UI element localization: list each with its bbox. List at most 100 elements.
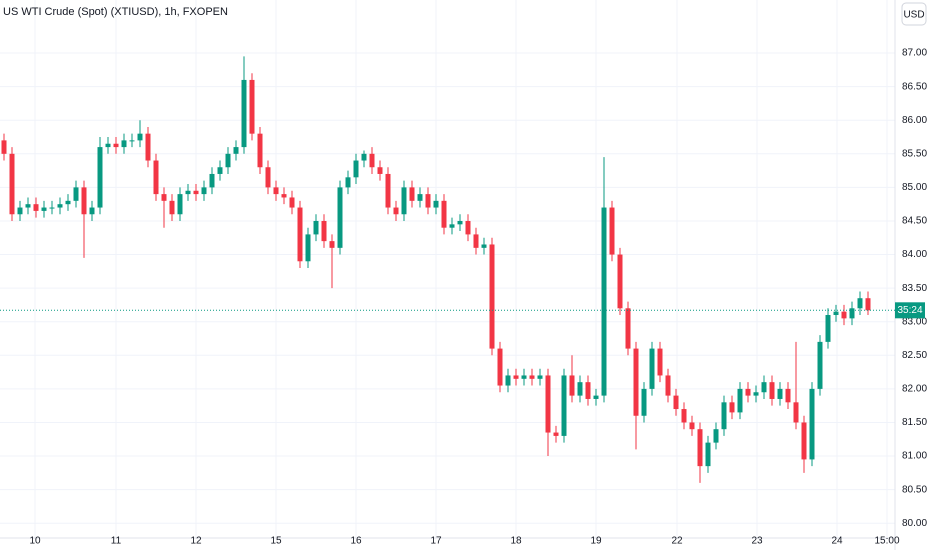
- candle-body: [265, 167, 271, 188]
- candle-body: [649, 348, 655, 389]
- candle-body: [729, 402, 735, 413]
- candle-body: [345, 177, 351, 188]
- candle-body: [801, 422, 807, 460]
- y-tick-label: 82.50: [902, 350, 927, 361]
- y-tick-label: 84.00: [902, 249, 927, 260]
- candle-body: [369, 153, 375, 168]
- candle-body: [617, 254, 623, 309]
- candle-body: [793, 402, 799, 423]
- candle-body: [521, 375, 527, 379]
- x-tick-label: 24: [831, 536, 843, 547]
- candle-body: [169, 200, 175, 215]
- candle-body: [393, 207, 399, 215]
- candle-body: [17, 207, 23, 215]
- candle-body: [865, 298, 871, 311]
- candle-body: [97, 147, 103, 208]
- candle-body: [665, 375, 671, 396]
- y-tick-label: 81.50: [902, 417, 927, 428]
- y-tick-label: 81.00: [902, 451, 927, 462]
- candle-body: [625, 308, 631, 349]
- candle-body: [9, 153, 15, 215]
- candle-body: [289, 197, 295, 208]
- candle-body: [561, 375, 567, 436]
- candle-body: [177, 194, 183, 215]
- candle-body: [193, 190, 199, 195]
- candle-body: [785, 388, 791, 403]
- candle-body: [601, 207, 607, 396]
- candle-body: [57, 204, 63, 208]
- candle-body: [129, 140, 135, 142]
- candle-body: [249, 79, 255, 134]
- candle-body: [777, 388, 783, 399]
- candle-body: [513, 375, 519, 379]
- candle-body: [1, 140, 7, 154]
- candle-body: [641, 388, 647, 416]
- candle-body: [409, 187, 415, 201]
- candle-body: [433, 200, 439, 208]
- candle-body: [329, 241, 335, 248]
- candle-body: [313, 220, 319, 235]
- y-tick-label: 80.00: [902, 518, 927, 529]
- candle-body: [257, 133, 263, 168]
- candle-body: [105, 143, 111, 148]
- x-tick-label: 23: [751, 536, 763, 547]
- y-tick-label: 83.50: [902, 283, 927, 294]
- candle-body: [441, 200, 447, 228]
- candle-body: [545, 375, 551, 433]
- candle-body: [833, 311, 839, 316]
- y-tick-label: 85.00: [902, 182, 927, 193]
- x-tick-label: 18: [510, 536, 522, 547]
- candle-body: [753, 392, 759, 396]
- y-tick-label: 86.00: [902, 115, 927, 126]
- candle-body: [745, 388, 751, 396]
- candle-body: [689, 422, 695, 430]
- candle-body: [361, 153, 367, 161]
- currency-button[interactable]: [901, 2, 927, 26]
- candle-body: [721, 402, 727, 430]
- candle-body: [377, 167, 383, 174]
- candle-body: [593, 395, 599, 399]
- candle-body: [585, 382, 591, 399]
- y-tick-label: 85.50: [902, 148, 927, 159]
- x-tick-label: 10: [29, 536, 41, 547]
- y-tick-label: 83.00: [902, 316, 927, 327]
- candle-body: [417, 194, 423, 201]
- candle-body: [113, 143, 119, 148]
- currency-label[interactable]: USD: [903, 10, 924, 21]
- x-tick-label: 15:00: [874, 536, 899, 547]
- candle-body: [849, 308, 855, 319]
- candle-body: [33, 204, 39, 211]
- candle-body: [841, 311, 847, 319]
- candle-body: [577, 382, 583, 396]
- candle-body: [73, 187, 79, 201]
- candle-body: [633, 348, 639, 416]
- candle-body: [153, 160, 159, 195]
- candle-body: [385, 173, 391, 208]
- candle-body: [817, 341, 823, 389]
- candle-body: [569, 375, 575, 396]
- candle-body: [769, 382, 775, 399]
- y-tick-label: 84.50: [902, 216, 927, 227]
- candle-body: [553, 432, 559, 436]
- candle-body: [121, 140, 127, 148]
- candle-body: [761, 382, 767, 393]
- candle-body: [529, 375, 535, 379]
- x-tick-label: 17: [430, 536, 442, 547]
- countdown: 35:24: [897, 305, 922, 316]
- candle-body: [489, 244, 495, 349]
- chart-title: US WTI Crude (Spot) (XTIUSD), 1h, FXOPEN: [3, 6, 228, 18]
- candle-body: [65, 200, 71, 205]
- candle-body: [857, 298, 863, 309]
- candle-body: [241, 79, 247, 148]
- candle-body: [705, 442, 711, 467]
- candle-body: [457, 220, 463, 225]
- candle-body: [305, 234, 311, 262]
- y-tick-label: 87.00: [902, 48, 927, 59]
- candle-body: [537, 375, 543, 379]
- candle-body: [825, 315, 831, 342]
- candle-body: [465, 220, 471, 235]
- candle-body: [25, 204, 31, 208]
- candle-body: [89, 207, 95, 215]
- candle-body: [41, 207, 47, 211]
